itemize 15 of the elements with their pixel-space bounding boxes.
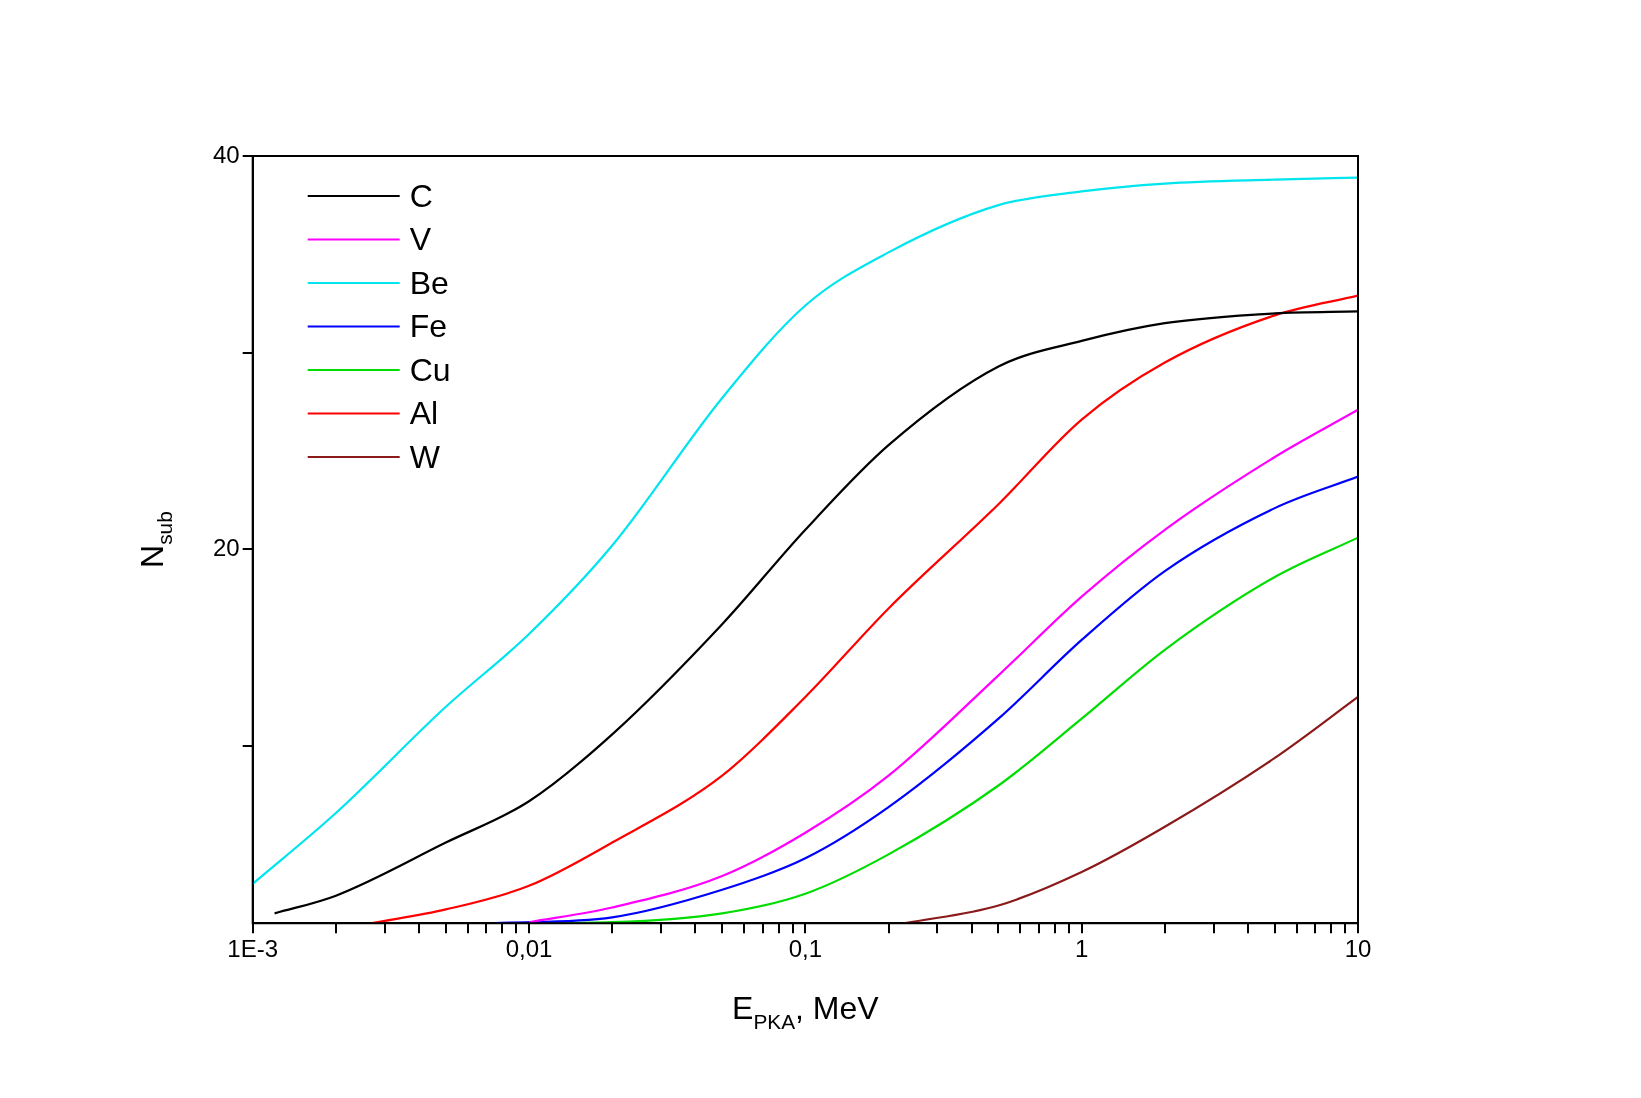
legend-label: Fe [409, 308, 448, 345]
x-tick-label: 10 [1344, 935, 1372, 963]
legend-label: Be [409, 264, 449, 301]
y-tick-label: 20 [212, 534, 240, 562]
legend-label: C [409, 177, 433, 214]
y-axis-title: Nsub [133, 511, 177, 568]
legend-label: Cu [409, 351, 451, 388]
legend-label: V [409, 221, 432, 258]
y-tick-label: 40 [212, 140, 240, 168]
legend-label: Al [409, 395, 439, 432]
x-tick-label: 1E-3 [227, 935, 279, 963]
x-tick-label: 0,1 [788, 935, 823, 963]
legend-label: W [409, 438, 441, 475]
x-tick-label: 0,01 [505, 935, 553, 963]
x-tick-label: 1 [1074, 935, 1089, 963]
